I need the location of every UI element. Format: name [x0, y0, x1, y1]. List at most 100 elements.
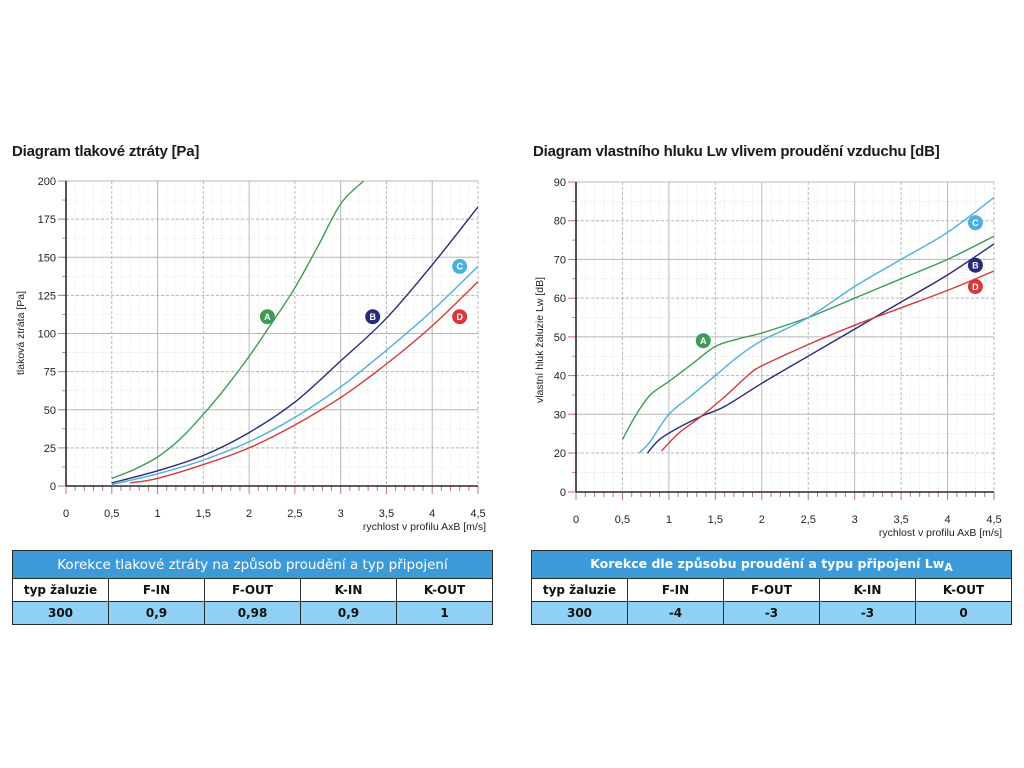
y-tick-label: 80: [554, 216, 566, 228]
x-tick-label: 0: [573, 514, 579, 526]
table-title-subscript: A: [944, 560, 953, 574]
series-badge-b: [967, 257, 983, 273]
series-line-a: [621, 235, 994, 440]
y-tick-label: 100: [38, 329, 56, 341]
table-cell: 300: [12, 601, 109, 625]
x-tick-label: 3,5: [379, 508, 394, 520]
series-badge-a: [259, 309, 275, 325]
x-tick-label: 4,5: [986, 514, 1001, 526]
x-axis-title: rychlost v profilu AxB [m/s]: [363, 521, 486, 533]
table-header-row: typ žaluzie F-IN F-OUT K-IN K-OUT: [12, 578, 493, 602]
noise-correction-table: Korekce dle způsobu proudění a typu přip…: [531, 550, 1012, 625]
column-header: K-IN: [819, 578, 916, 602]
x-tick-label: 4,5: [470, 508, 485, 520]
table-title-text: Korekce dle způsobu proudění a typu přip…: [590, 555, 945, 571]
series-badge-label: B: [369, 312, 376, 322]
y-tick-label: 50: [554, 332, 566, 344]
series-badge-b: [365, 309, 381, 325]
column-header: F-IN: [627, 578, 724, 602]
series-line-d: [660, 270, 994, 452]
series-line-d: [129, 281, 478, 484]
series-badge-d: [967, 279, 983, 295]
series-badge-label: D: [456, 312, 463, 322]
x-tick-label: 2: [246, 508, 252, 520]
y-axis-title: tlaková ztráta [Pa]: [15, 291, 27, 375]
table-cell: 1: [396, 601, 493, 625]
series-line-c: [638, 196, 994, 454]
x-tick-label: 0,5: [615, 514, 630, 526]
y-axis-title: vlastní hluk žaluzie Lw [dB]: [534, 277, 546, 403]
chart-title-pressure: Diagram tlakové ztráty [Pa]: [12, 143, 200, 160]
y-tick-label: 0: [560, 487, 566, 499]
x-tick-label: 1,5: [196, 508, 211, 520]
charts-canvas: 0 0,5 1 1,5 2 2,5 3 3,5 4 4,502550751001251501752…: [15, 176, 1002, 539]
series-line-c: [111, 265, 478, 486]
y-tick-label: 75: [44, 367, 56, 379]
table-cell: 0,9: [300, 601, 397, 625]
table-cell: 0: [915, 601, 1012, 625]
series-badge-label: A: [264, 312, 271, 322]
column-header: K-OUT: [915, 578, 1012, 602]
x-tick-label: 1,5: [708, 514, 723, 526]
column-header: K-OUT: [396, 578, 493, 602]
x-tick-label: 3,5: [893, 514, 908, 526]
y-tick-label: 70: [554, 254, 566, 266]
x-tick-label: 2,5: [801, 514, 816, 526]
table-title: Korekce tlakové ztráty na způsob prouděn…: [12, 550, 493, 579]
series-badge-a: [695, 333, 711, 349]
series-badge-d: [452, 309, 468, 325]
noise-level-chart: 0 0,5 1 1,5 2 2,5 3 3,5 4 4,5 0 20 30 40 50 60 70 80 90 ryc…: [534, 177, 1002, 539]
y-tick-label: 50: [44, 405, 56, 417]
column-header: typ žaluzie: [12, 578, 109, 602]
pressure-loss-chart: 0 0,5 1 1,5 2 2,5 3 3,5 4 4,5 0 25 50 75 100 125 150 175 2…: [15, 176, 486, 533]
table-header-row: typ žaluzie F-IN F-OUT K-IN K-OUT: [531, 578, 1012, 602]
table-cell: 0,98: [204, 601, 301, 625]
table-cell: 300: [531, 601, 628, 625]
x-axis-title: rychlost v profilu AxB [m/s]: [879, 527, 1002, 539]
table-row: 300 -4 -3 -3 0: [531, 601, 1012, 625]
x-tick-label: 2,5: [287, 508, 302, 520]
x-tick-label: 3: [338, 508, 344, 520]
table-title: Korekce dle způsobu proudění a typu přip…: [531, 550, 1012, 579]
x-tick-label: 1: [666, 514, 672, 526]
y-tick-label: 30: [554, 409, 566, 421]
x-tick-label: 4: [944, 514, 950, 526]
table-cell: -3: [819, 601, 916, 625]
x-tick-label: 3: [852, 514, 858, 526]
table-cell: 0,9: [108, 601, 205, 625]
series-line-b: [646, 243, 994, 454]
y-tick-label: 25: [44, 443, 56, 455]
x-tick-label: 1: [154, 508, 160, 520]
column-header: F-OUT: [723, 578, 820, 602]
y-tick-label: 175: [38, 214, 56, 226]
column-header: typ žaluzie: [531, 578, 628, 602]
pressure-correction-table: Korekce tlakové ztráty na způsob prouděn…: [12, 550, 493, 625]
column-header: K-IN: [300, 578, 397, 602]
series-line-a: [111, 181, 365, 480]
series-line-b: [111, 206, 478, 484]
y-tick-label: 200: [38, 176, 56, 188]
column-header: F-IN: [108, 578, 205, 602]
series-badge-label: C: [456, 262, 463, 272]
series-badge-label: B: [972, 261, 979, 271]
x-tick-label: 2: [759, 514, 765, 526]
series-badge-label: A: [700, 336, 707, 346]
series-badge-c: [967, 215, 983, 231]
y-tick-label: 40: [554, 371, 566, 383]
table-cell: -3: [723, 601, 820, 625]
y-tick-label: 150: [38, 252, 56, 264]
x-tick-label: 0: [63, 508, 69, 520]
x-tick-label: 0,5: [104, 508, 119, 520]
series-badge-c: [452, 258, 468, 274]
series-badge-label: C: [972, 218, 979, 228]
y-tick-label: 0: [50, 481, 56, 493]
chart-title-noise: Diagram vlastního hluku Lw vlivem proudě…: [533, 143, 940, 160]
table-row: 300 0,9 0,98 0,9 1: [12, 601, 493, 625]
table-cell: -4: [627, 601, 724, 625]
x-tick-label: 4: [429, 508, 435, 520]
y-tick-label: 90: [554, 177, 566, 189]
y-tick-label: 20: [554, 448, 566, 460]
y-tick-label: 125: [38, 290, 56, 302]
column-header: F-OUT: [204, 578, 301, 602]
y-tick-label: 60: [554, 293, 566, 305]
